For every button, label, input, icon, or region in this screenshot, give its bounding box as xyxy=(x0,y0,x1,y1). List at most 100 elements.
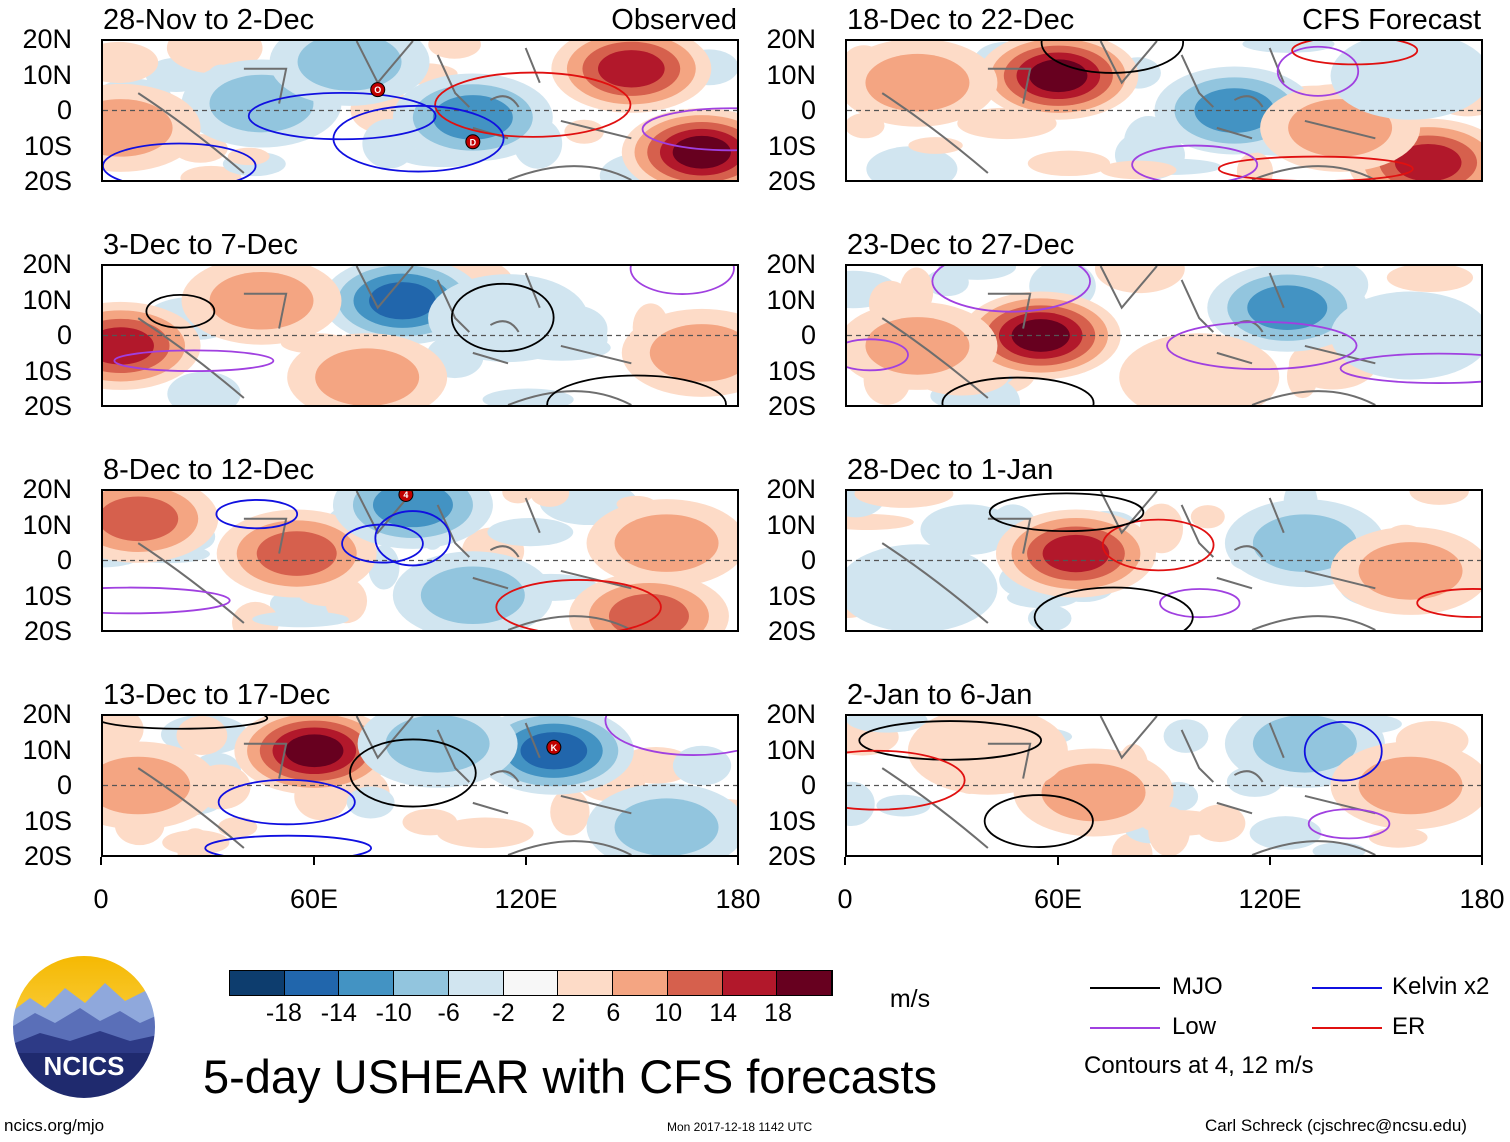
mjo-contour xyxy=(450,282,555,353)
lat-tick-label: 10N xyxy=(22,734,72,765)
anomaly-background xyxy=(925,268,969,297)
panel-title: 13-Dec to 17-Dec xyxy=(103,679,331,711)
forecast-label: CFS Forecast xyxy=(1302,4,1481,36)
colorbar-swatch xyxy=(394,971,449,995)
anomaly-blob xyxy=(103,327,154,365)
anomaly-background xyxy=(854,491,954,508)
anomaly-blob xyxy=(420,566,525,625)
lat-tick-label: 10N xyxy=(22,509,72,540)
lon-tick-label: 60E xyxy=(289,884,339,914)
lat-tick-label: 20N xyxy=(766,24,816,54)
colorbar-swatch xyxy=(284,971,340,995)
panel-title: 28-Nov to 2-Dec xyxy=(103,4,315,36)
mjo-contour xyxy=(941,376,1095,405)
lat-tick-label: 20N xyxy=(22,474,72,504)
anomaly-blob xyxy=(865,53,970,112)
anomaly-blob xyxy=(1330,41,1481,120)
anomaly-background xyxy=(103,41,159,84)
lat-tick-label: 0 xyxy=(56,545,72,575)
anomaly-blob xyxy=(1119,333,1280,405)
colorbar-label: 2 xyxy=(551,999,566,1027)
anomaly-blob xyxy=(1358,542,1463,600)
lon-tick-mark xyxy=(313,857,315,865)
anomaly-blob xyxy=(1247,285,1328,330)
logo-text: NCICS xyxy=(44,1051,125,1081)
panel-title: 23-Dec to 27-Dec xyxy=(847,229,1075,261)
anomaly-background xyxy=(436,817,534,849)
colorbar xyxy=(229,970,833,996)
lat-tick-label: 10S xyxy=(767,580,816,611)
panel-title: 8-Dec to 12-Dec xyxy=(103,454,315,486)
lon-tick-label: 180 xyxy=(715,884,761,914)
lat-tick-label: 10S xyxy=(767,355,816,386)
anomaly-background xyxy=(672,745,732,786)
colorbar-label: 14 xyxy=(709,999,738,1027)
lat-tick-label: 20S xyxy=(767,841,816,871)
anomaly-blob xyxy=(372,491,453,528)
legend-kelvin-line xyxy=(1312,987,1382,989)
mjo-contour xyxy=(546,374,727,405)
anomaly-background xyxy=(252,611,349,628)
anomaly-background xyxy=(847,716,928,733)
observed-label: Observed xyxy=(611,4,737,36)
colorbar-swatch xyxy=(448,971,504,995)
lat-tick-label: 20N xyxy=(22,24,72,54)
anomaly-background xyxy=(1100,160,1177,180)
colorbar-swatch xyxy=(667,971,723,995)
low-contour xyxy=(931,266,1091,313)
lat-tick-label: 20N xyxy=(22,699,72,729)
er-contour xyxy=(1217,155,1414,180)
anomaly-background xyxy=(487,517,574,547)
mjo-contour xyxy=(145,293,216,329)
anomaly-blob xyxy=(1042,534,1110,573)
low-contour xyxy=(1307,808,1391,840)
er-contour xyxy=(1101,518,1215,572)
lon-tick-label: 0 xyxy=(93,884,109,914)
anomaly-background xyxy=(1236,152,1274,180)
lon-tick-mark xyxy=(1057,857,1059,865)
colorbar-units: m/s xyxy=(889,985,931,1013)
anomaly-map-panel xyxy=(845,489,1483,632)
anomaly-map-panel: K xyxy=(101,714,739,857)
legend-mjo-line xyxy=(1090,987,1160,989)
mjo-contour xyxy=(1040,41,1185,74)
anomaly-blob xyxy=(1041,763,1146,822)
anomaly-background xyxy=(402,808,458,836)
anomaly-background xyxy=(167,371,241,405)
low-contour xyxy=(1339,352,1481,384)
anomaly-background xyxy=(346,786,395,819)
low-contour xyxy=(113,349,275,372)
lat-tick-label: 10S xyxy=(23,580,72,611)
low-contour xyxy=(1159,588,1241,619)
lat-tick-label: 20S xyxy=(23,166,72,196)
low-contour xyxy=(604,716,737,756)
kelvin-contour xyxy=(1303,720,1383,782)
anomaly-background xyxy=(1140,810,1222,836)
anomaly-background xyxy=(1190,505,1225,529)
storm-marker-label: K xyxy=(551,743,558,753)
anomaly-background xyxy=(1163,719,1209,753)
lat-tick-label: 0 xyxy=(800,95,816,125)
lat-tick-label: 10S xyxy=(767,805,816,836)
anomaly-background xyxy=(502,491,534,504)
storm-marker-label: D xyxy=(470,137,477,147)
colorbar-label: -18 xyxy=(265,999,302,1027)
kelvin-contour xyxy=(204,834,372,855)
coastline xyxy=(137,716,632,855)
colorbar-label: -2 xyxy=(492,999,515,1027)
storm-marker-label: 4 xyxy=(403,491,408,500)
lat-tick-label: 10S xyxy=(23,130,72,161)
footer-url[interactable]: ncics.org/mjo xyxy=(4,1116,105,1135)
coastline xyxy=(881,716,1376,855)
colorbar-swatch xyxy=(722,971,778,995)
anomaly-blob xyxy=(256,531,337,576)
anomaly-background xyxy=(176,716,228,756)
storm-marker-label: O xyxy=(374,85,381,95)
anomaly-blob xyxy=(672,135,731,169)
legend-low-line xyxy=(1090,1027,1160,1029)
anomaly-blob xyxy=(369,282,436,320)
anomaly-background xyxy=(1242,41,1335,53)
anomaly-blob xyxy=(385,716,490,773)
mjo-contour xyxy=(983,794,1094,848)
mjo-contour xyxy=(349,738,477,808)
